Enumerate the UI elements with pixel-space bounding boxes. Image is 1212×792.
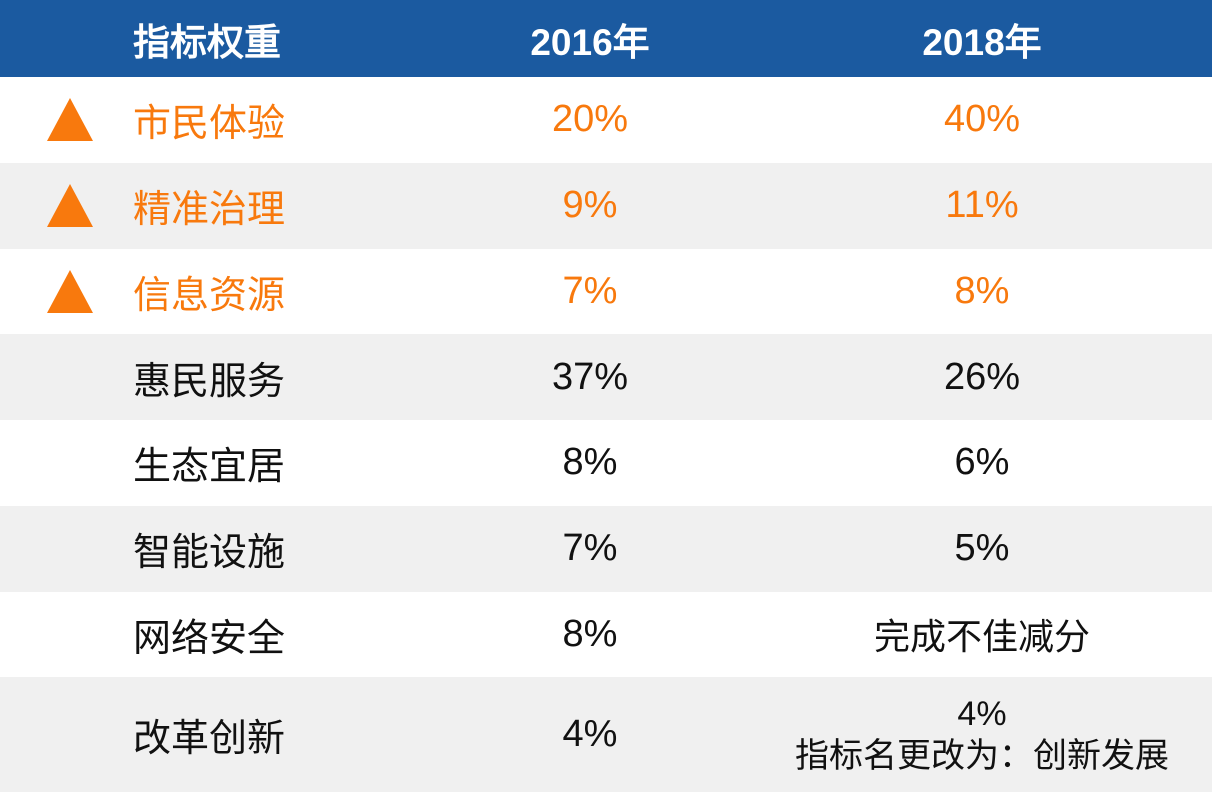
- value-2018: 6%: [954, 441, 1010, 484]
- table-row: 生态宜居 8% 6%: [0, 420, 1212, 506]
- table-row: 精准治理 9% 11%: [0, 162, 1212, 249]
- value-2016: 8%: [562, 441, 618, 484]
- value-2018: 4%: [957, 694, 1007, 733]
- value-2016: 7%: [562, 527, 618, 570]
- value-2018-note: 指标名更改为：创新发展: [795, 736, 1169, 775]
- table-row: 网络安全 8% 完成不佳减分: [0, 591, 1212, 678]
- row-label: 改革创新: [133, 718, 286, 761]
- table-row: 市民体验 20% 40%: [0, 77, 1212, 163]
- row-label: 网络安全: [133, 617, 286, 660]
- value-2018: 40%: [943, 98, 1021, 141]
- row-label: 生态宜居: [133, 446, 286, 489]
- up-triangle-icon: [47, 184, 93, 228]
- value-2016: 7%: [562, 269, 618, 312]
- table-row: 信息资源 7% 8%: [0, 248, 1212, 335]
- row-label: 市民体验: [133, 103, 286, 146]
- header-row: 指标权重 2016年 2018年: [0, 0, 1212, 77]
- value-2016: 9%: [562, 184, 618, 227]
- header-cell-2018: 2018年: [922, 21, 1042, 63]
- value-2018: 完成不佳减分: [873, 616, 1090, 658]
- up-triangle-icon: [47, 269, 93, 313]
- header-cell-indicator: 指标权重: [133, 21, 281, 63]
- value-2018-cell: 4% 指标名更改为：创新发展: [790, 693, 1212, 777]
- table-row: 惠民服务 37% 26%: [0, 334, 1212, 420]
- header-cell-2016: 2016年: [530, 21, 650, 63]
- value-2016: 37%: [551, 355, 629, 398]
- value-2018: 8%: [954, 269, 1010, 312]
- table-row: 改革创新 4% 4% 指标名更改为：创新发展: [0, 677, 1212, 792]
- value-2016: 4%: [562, 713, 618, 756]
- value-2016: 20%: [551, 98, 629, 141]
- table-row: 智能设施 7% 5%: [0, 505, 1212, 592]
- row-label: 惠民服务: [133, 360, 286, 403]
- row-label: 精准治理: [133, 189, 286, 232]
- up-triangle-icon: [47, 98, 93, 142]
- row-label: 智能设施: [133, 532, 286, 575]
- row-label: 信息资源: [133, 274, 286, 317]
- value-2016: 8%: [562, 612, 618, 655]
- value-2018: 26%: [943, 355, 1021, 398]
- value-2018: 5%: [954, 527, 1010, 570]
- value-2018: 11%: [945, 184, 1019, 227]
